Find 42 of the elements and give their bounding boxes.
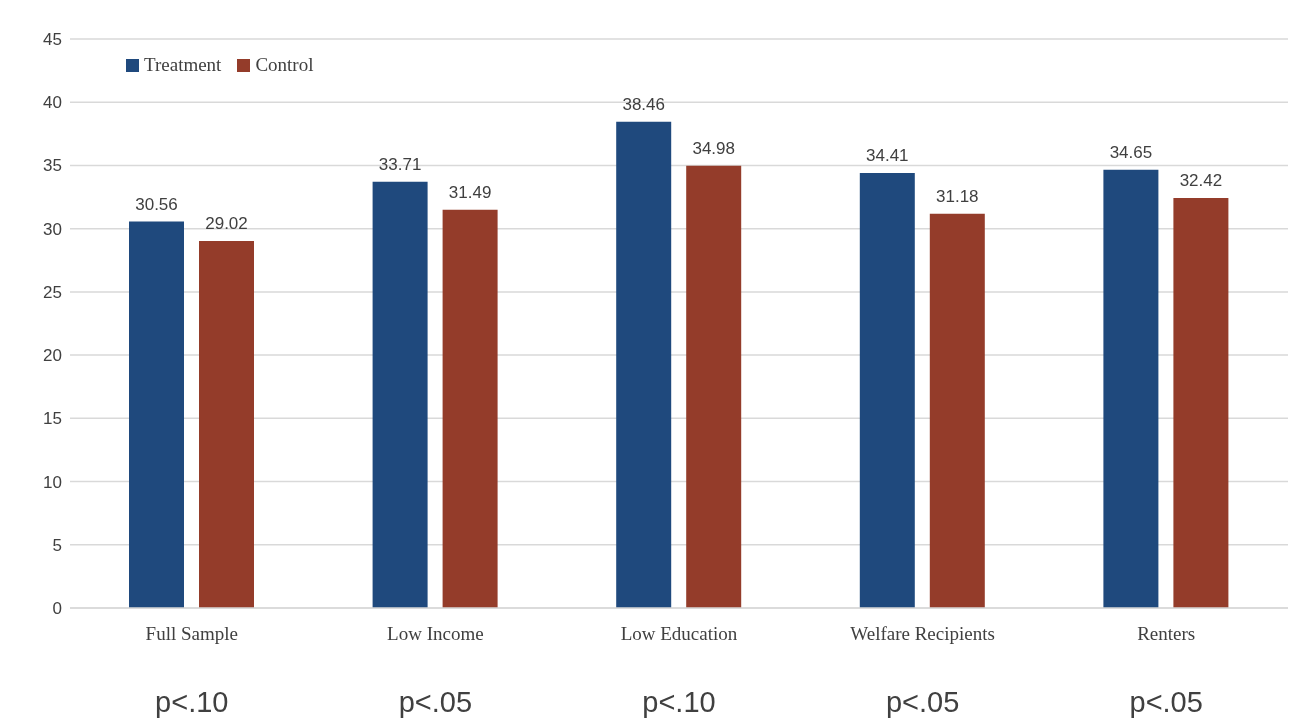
data-label: 31.18 — [936, 186, 979, 206]
data-label: 34.98 — [692, 138, 735, 158]
bar — [372, 181, 428, 608]
y-tick-label: 30 — [43, 219, 62, 239]
x-tick-label: Welfare Recipients — [850, 623, 995, 644]
y-tick-label: 10 — [43, 472, 62, 492]
y-tick-label: 15 — [43, 409, 62, 429]
data-label: 30.56 — [135, 194, 178, 214]
data-label: 38.46 — [622, 94, 665, 114]
text: p<.05 — [885, 686, 960, 718]
y-tick-label: 25 — [43, 282, 62, 302]
bar — [859, 172, 915, 608]
x-tick-label: Full Sample — [145, 623, 238, 644]
data-label: 33.71 — [378, 154, 422, 174]
data-label: 34.65 — [1109, 142, 1153, 162]
bar — [442, 209, 498, 608]
legend-label: Control — [254, 54, 314, 76]
bar — [199, 241, 254, 608]
legend-label: Treatment — [143, 54, 222, 76]
data-label: 34.41 — [866, 145, 909, 165]
text: p<.05 — [398, 686, 473, 718]
bar — [1103, 169, 1159, 608]
y-tick-label: 35 — [43, 156, 62, 176]
data-label: 29.02 — [205, 214, 248, 234]
y-tick-label: 40 — [43, 93, 62, 113]
data-label: 32.42 — [1179, 171, 1223, 191]
bar — [616, 121, 672, 608]
text: p<.05 — [1129, 686, 1203, 718]
x-tick-label: Renters — [1137, 623, 1196, 644]
data-label: 31.49 — [448, 182, 492, 202]
bar — [929, 213, 985, 608]
y-tick-label: 5 — [52, 535, 62, 555]
bar — [686, 165, 742, 608]
bar — [129, 221, 184, 608]
bar — [1173, 198, 1229, 608]
text: p<.10 — [642, 686, 716, 718]
y-tick-label: 45 — [43, 30, 62, 50]
y-tick-label: 0 — [52, 599, 62, 619]
x-tick-label: Low Education — [620, 623, 738, 644]
y-tick-label: 20 — [43, 346, 62, 366]
x-tick-label: Low Income — [387, 623, 484, 644]
text: p<.10 — [155, 686, 229, 718]
